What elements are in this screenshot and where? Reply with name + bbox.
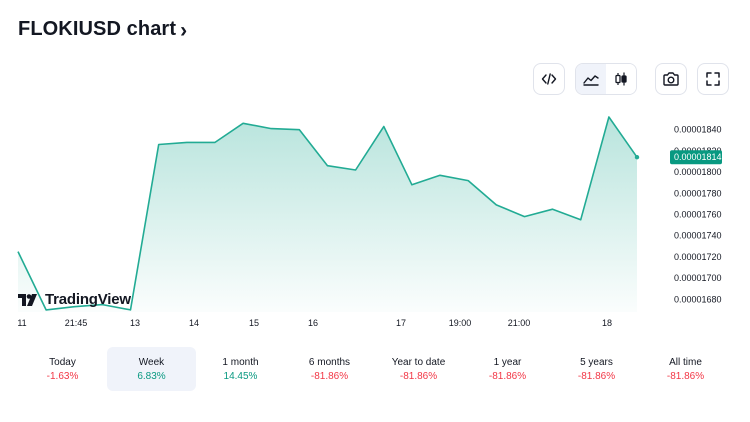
code-icon xyxy=(541,73,557,85)
y-tick-label: 0.00001840 xyxy=(674,125,722,135)
data-point xyxy=(439,174,442,177)
tradingview-watermark: TradingView xyxy=(18,291,131,308)
tradingview-logo-icon xyxy=(18,293,37,306)
data-point xyxy=(551,208,554,211)
x-tick-label: 21:45 xyxy=(65,318,88,328)
period-option[interactable]: 1 year -81.86% xyxy=(463,347,552,391)
y-tick-label: 0.00001760 xyxy=(674,210,722,220)
data-point xyxy=(523,215,526,218)
period-change: -81.86% xyxy=(310,370,349,382)
chevron-right-icon: › xyxy=(180,19,188,42)
data-point xyxy=(185,141,188,144)
current-price-badge xyxy=(670,150,722,165)
period-change: -81.86% xyxy=(399,370,438,382)
data-point xyxy=(129,308,132,311)
period-label: Week xyxy=(138,356,165,368)
period-option[interactable]: Year to date -81.86% xyxy=(374,347,463,391)
fullscreen-button[interactable] xyxy=(697,63,729,95)
period-change: 14.45% xyxy=(223,370,258,382)
area-chart-button[interactable] xyxy=(576,64,606,94)
y-tick-label: 0.00001720 xyxy=(674,252,722,262)
y-tick-label: 0.00001680 xyxy=(674,294,722,304)
period-option[interactable]: 6 months -81.86% xyxy=(285,347,374,391)
period-label: 5 years xyxy=(580,356,613,368)
price-chart-svg[interactable]: 0.000018400.000018200.000018000.00001780… xyxy=(0,100,750,335)
tradingview-wordmark: TradingView xyxy=(45,291,131,308)
y-tick-label: 0.00001740 xyxy=(674,231,722,241)
data-point xyxy=(410,183,413,186)
period-option[interactable]: 5 years -81.86% xyxy=(552,347,641,391)
period-option[interactable]: Week 6.83% xyxy=(107,347,196,391)
y-tick-label: 0.00001700 xyxy=(674,273,722,283)
chart-title-link[interactable]: FLOKIUSD chart › xyxy=(18,18,187,41)
data-point xyxy=(495,203,498,206)
data-point xyxy=(607,116,610,119)
period-change: -1.63% xyxy=(46,370,79,382)
x-tick-label: 16 xyxy=(308,318,318,328)
data-point xyxy=(45,308,48,311)
data-point xyxy=(157,143,160,146)
period-option[interactable]: All time -81.86% xyxy=(641,347,730,391)
data-point xyxy=(382,125,385,128)
x-tick-label: 21:00 xyxy=(508,318,531,328)
x-tick-label: 18 xyxy=(602,318,612,328)
data-point xyxy=(326,164,329,167)
x-tick-label: 15 xyxy=(249,318,259,328)
data-point xyxy=(354,169,357,172)
data-point xyxy=(214,141,217,144)
x-tick-label: 11 xyxy=(17,318,26,328)
period-option[interactable]: Today -1.63% xyxy=(18,347,107,391)
x-tick-label: 17 xyxy=(396,318,406,328)
x-tick-label: 14 xyxy=(189,318,199,328)
period-label: 6 months xyxy=(308,356,351,368)
embed-code-button[interactable] xyxy=(533,63,565,95)
period-change: -81.86% xyxy=(666,370,705,382)
camera-icon xyxy=(663,72,679,86)
period-option[interactable]: 1 month 14.45% xyxy=(196,347,285,391)
period-label: 1 month xyxy=(222,356,259,368)
chart-toolbar xyxy=(533,62,729,96)
candlestick-icon xyxy=(615,72,627,86)
fullscreen-icon xyxy=(706,72,720,86)
data-point xyxy=(242,122,245,125)
price-area-fill xyxy=(18,117,637,312)
x-tick-label: 13 xyxy=(130,318,140,328)
data-point xyxy=(467,179,470,182)
current-price-label: 0.00001814 xyxy=(674,152,722,162)
chart-style-toggle xyxy=(575,63,637,95)
period-change: -81.86% xyxy=(577,370,616,382)
data-point xyxy=(579,218,582,221)
area-chart-icon xyxy=(583,75,599,86)
period-label: All time xyxy=(669,356,702,368)
period-label: 1 year xyxy=(493,356,522,368)
period-selector: Today -1.63% Week 6.83% 1 month 14.45% 6 month… xyxy=(18,347,730,391)
price-chart[interactable]: 0.000018400.000018200.000018000.00001780… xyxy=(0,100,750,335)
price-line xyxy=(17,116,638,311)
y-tick-label: 0.00001780 xyxy=(674,188,722,198)
period-label: Today xyxy=(49,356,76,368)
x-tick-label: 19:00 xyxy=(449,318,472,328)
candle-chart-button[interactable] xyxy=(606,64,636,94)
period-change: 6.83% xyxy=(137,370,166,382)
last-price-dot xyxy=(634,155,640,160)
period-label: Year to date xyxy=(391,356,446,368)
data-point xyxy=(270,127,273,130)
snapshot-button[interactable] xyxy=(655,63,687,95)
page-title: FLOKIUSD chart xyxy=(18,18,177,40)
y-tick-label: 0.00001800 xyxy=(674,167,722,177)
data-point xyxy=(17,250,20,253)
period-change: -81.86% xyxy=(488,370,527,382)
data-point xyxy=(298,128,301,131)
